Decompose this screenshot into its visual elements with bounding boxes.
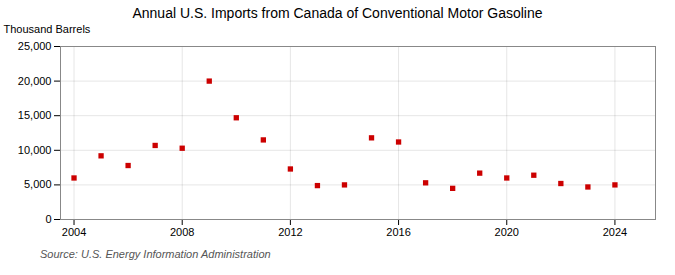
svg-text:2016: 2016: [386, 226, 410, 238]
svg-text:15,000: 15,000: [18, 109, 52, 121]
svg-text:2012: 2012: [278, 226, 302, 238]
svg-text:2008: 2008: [170, 226, 194, 238]
svg-text:0: 0: [45, 213, 51, 225]
svg-text:2024: 2024: [603, 226, 627, 238]
svg-text:5,000: 5,000: [24, 178, 52, 190]
svg-text:10,000: 10,000: [18, 144, 52, 156]
svg-text:20,000: 20,000: [18, 75, 52, 87]
svg-text:2004: 2004: [62, 226, 86, 238]
svg-text:25,000: 25,000: [18, 40, 52, 52]
html-text:Annual U.S. Imports from Canad: Annual U.S. Imports from Canada of Conve…: [132, 5, 543, 21]
html-text:Source: U.S. Energy Informatio: Source: U.S. Energy Information Administ…: [40, 248, 271, 260]
svg-text:2020: 2020: [495, 226, 519, 238]
svg-text:Thousand Barrels: Thousand Barrels: [4, 23, 91, 35]
